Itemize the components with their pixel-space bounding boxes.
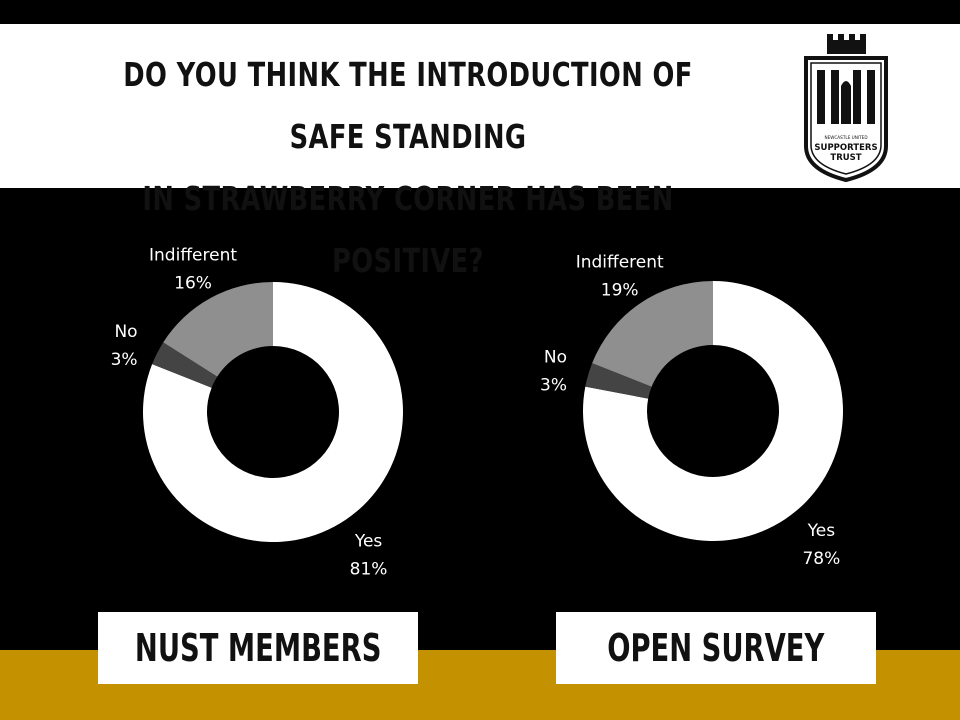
panel-label-open-survey: OPEN SURVEY	[556, 612, 876, 684]
title-line-2: IN STRAWBERRY CORNER HAS BEEN POSITIVE?	[142, 179, 674, 280]
slice-indifferent	[163, 282, 273, 377]
data-label-yes: Yes 81%	[350, 532, 388, 580]
data-label-indifferent: Indifferent 16%	[149, 246, 237, 294]
slice-value: 3%	[540, 376, 567, 396]
header: DO YOU THINK THE INTRODUCTION OF SAFE ST…	[0, 24, 960, 280]
chart-name: NUST MEMBERS	[134, 626, 382, 670]
donut-chart-open-survey: Yes 78% No 3% Indifferent 19%	[490, 200, 930, 600]
slice-value: 3%	[111, 350, 138, 370]
panel-label-nust-members: NUST MEMBERS	[98, 612, 418, 684]
slice-value: 19%	[601, 281, 639, 301]
slice-label: Indifferent	[576, 253, 664, 273]
data-label-yes: Yes 78%	[802, 521, 840, 569]
slice-label: No	[544, 348, 567, 368]
slice-value: 78%	[802, 549, 840, 569]
slice-label: Indifferent	[149, 246, 237, 266]
slice-no	[152, 342, 218, 388]
donut-chart-nust-members: Yes 81% No 3% Indifferent 16%	[50, 200, 490, 600]
logo-small-text: NEWCASTLE UNITED	[824, 135, 867, 140]
slice-value: 16%	[174, 274, 212, 294]
logo-text-supporters: SUPPORTERS	[814, 143, 877, 153]
slice-indifferent	[592, 281, 713, 387]
chart-name: OPEN SURVEY	[607, 626, 825, 670]
castle-shield-icon: NEWCASTLE UNITED SUPPORTERS TRUST	[804, 34, 888, 183]
donut-chart-svg: Yes 81% No 3% Indifferent 16%	[111, 246, 404, 580]
slice-value: 81%	[350, 560, 388, 580]
slice-label: Yes	[354, 532, 383, 552]
slice-no	[585, 363, 652, 399]
title-line-1: DO YOU THINK THE INTRODUCTION OF SAFE ST…	[123, 55, 693, 156]
slice-label: Yes	[807, 521, 836, 541]
page-title: DO YOU THINK THE INTRODUCTION OF SAFE ST…	[104, 44, 712, 292]
logo-text-trust: TRUST	[830, 153, 861, 163]
data-label-no: No 3%	[111, 322, 138, 370]
donut-chart-svg: Yes 78% No 3% Indifferent 19%	[540, 253, 843, 569]
data-label-indifferent: Indifferent 19%	[576, 253, 664, 301]
slice-yes	[583, 281, 843, 541]
slice-yes	[143, 282, 404, 542]
data-label-no: No 3%	[540, 348, 567, 396]
slice-label: No	[114, 322, 137, 342]
